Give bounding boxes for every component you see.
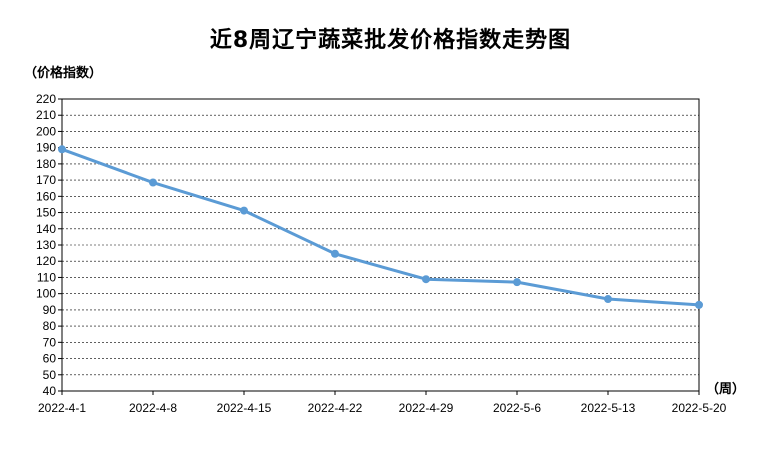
series-layer	[58, 145, 703, 309]
y-tick-label: 210	[36, 108, 56, 122]
x-tick-label: 2022-4-29	[399, 401, 454, 415]
data-point	[695, 300, 703, 309]
y-axis-unit-label: （价格指数）	[24, 66, 103, 81]
y-tick-label: 40	[43, 384, 57, 398]
series-line	[61, 147, 700, 307]
x-tick-label: 2022-4-15	[217, 401, 272, 415]
y-tick-label: 120	[36, 254, 56, 268]
y-tick-label: 160	[36, 189, 56, 203]
y-tick-label: 180	[36, 157, 56, 171]
x-tick-label: 2022-5-13	[581, 401, 636, 415]
plot-frame	[61, 98, 700, 392]
chart-title: 近8周辽宁蔬菜批发价格指数走势图	[209, 28, 572, 53]
x-tick-label: 2022-5-6	[493, 401, 541, 415]
y-tick-label: 190	[36, 141, 56, 155]
x-tick-label: 2022-4-8	[129, 401, 177, 415]
y-tick-label: 100	[36, 287, 56, 301]
y-tick-label: 140	[36, 222, 56, 236]
y-tick-label: 150	[36, 206, 56, 220]
data-point	[58, 145, 66, 154]
y-tick-label: 50	[43, 368, 57, 382]
x-tick-label: 2022-4-22	[308, 401, 363, 415]
y-tick-label: 90	[43, 303, 57, 317]
data-point	[331, 249, 339, 258]
y-tick-label: 80	[43, 319, 57, 333]
y-tick-label: 200	[36, 124, 56, 138]
y-tick-labels: 40 50 60 70 80 90 100 110 120 130 140 150 160 170 180 1…	[36, 92, 56, 398]
y-tick-label: 70	[43, 335, 57, 349]
x-tick-label: 2022-4-1	[38, 401, 86, 415]
y-tick-label: 60	[43, 352, 57, 366]
data-point	[604, 295, 612, 304]
grid-lines	[62, 98, 699, 376]
axes	[58, 98, 700, 395]
y-tick-label: 220	[36, 92, 56, 106]
x-tick-label: 2022-5-20	[672, 401, 727, 415]
data-point	[513, 278, 521, 287]
data-point	[240, 206, 248, 215]
y-tick-label: 170	[36, 173, 56, 187]
data-point	[149, 178, 157, 187]
data-point	[422, 275, 430, 284]
y-tick-label: 130	[36, 238, 56, 252]
x-tick-labels: 2022-4-1 2022-4-8 2022-4-15 2022-4-22 2022-4…	[38, 401, 727, 415]
y-tick-label: 110	[37, 270, 56, 284]
x-axis-unit-label: （周）	[706, 382, 746, 397]
